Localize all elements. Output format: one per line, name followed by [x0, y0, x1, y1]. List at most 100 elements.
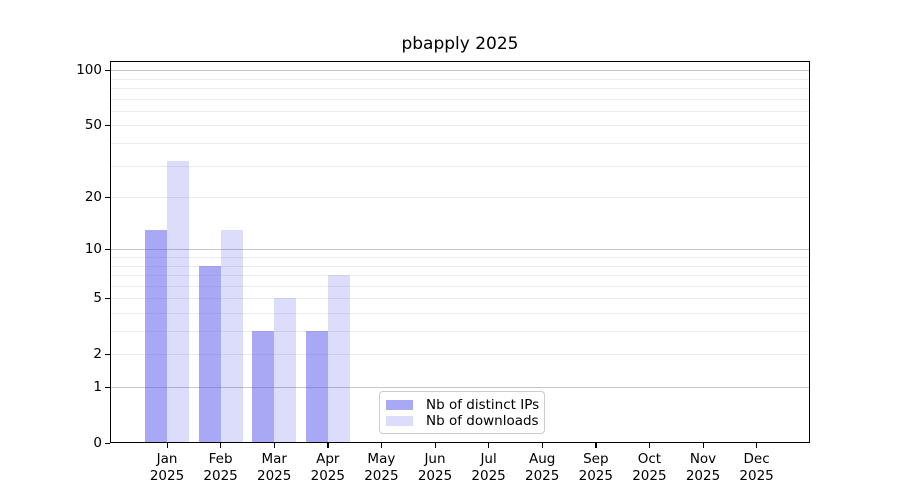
bar-nb-of-distinct-ips-feb-2025 — [198, 265, 221, 443]
x-tick-dec-2025 — [756, 443, 758, 448]
legend-swatch-nb-of-downloads — [386, 416, 413, 426]
gridline-major-10 — [110, 249, 810, 251]
x-tick-label-year: 2025 — [417, 468, 453, 484]
bar-nb-of-distinct-ips-jan-2025 — [145, 229, 167, 443]
x-tick-label-jun-2025: Jun 2025 — [407, 451, 463, 485]
legend-item-nb-of-downloads: Nb of downloads — [386, 413, 539, 429]
x-tick-apr-2025 — [327, 443, 329, 448]
y-tick-label-10: 10 — [84, 241, 102, 258]
bar-nb-of-downloads-mar-2025 — [274, 298, 297, 443]
x-tick-label-month: Nov — [689, 451, 717, 467]
x-tick-label-mar-2025: Mar 2025 — [246, 451, 302, 485]
y-tick-10 — [105, 248, 110, 251]
x-tick-label-year: 2025 — [149, 468, 185, 484]
bar-nb-of-distinct-ips-apr-2025 — [305, 331, 328, 443]
x-tick-jan-2025 — [166, 443, 168, 448]
chart-title: pbapply 2025 — [401, 34, 519, 54]
gridline-minor-90 — [110, 78, 810, 80]
x-tick-label-year: 2025 — [632, 468, 667, 484]
x-tick-label-year: 2025 — [685, 468, 721, 484]
gridline-minor-30 — [110, 165, 810, 167]
x-tick-label-year: 2025 — [525, 468, 560, 484]
x-tick-sep-2025 — [595, 443, 597, 448]
gridline-minor-9 — [110, 257, 810, 258]
gridline-minor-2 — [110, 354, 810, 356]
y-tick-label-0: 0 — [93, 435, 102, 451]
y-tick-2 — [105, 353, 110, 356]
gridline-minor-6 — [110, 285, 810, 287]
x-tick-feb-2025 — [220, 443, 222, 448]
gridline-minor-7 — [110, 275, 810, 276]
gridline-minor-3 — [110, 331, 810, 332]
gridline-minor-8 — [110, 265, 810, 267]
gridline-minor-60 — [110, 110, 810, 112]
x-tick-label-jul-2025: Jul 2025 — [461, 451, 517, 485]
x-tick-label-month: Jul — [480, 451, 497, 467]
x-tick-may-2025 — [380, 443, 383, 448]
bar-nb-of-distinct-ips-mar-2025 — [252, 331, 275, 443]
legend-label-nb-of-distinct-ips: Nb of distinct IPs — [426, 397, 540, 413]
x-tick-mar-2025 — [273, 443, 275, 448]
x-tick-label-month: Jun — [424, 451, 446, 467]
x-tick-label-apr-2025: Apr 2025 — [300, 451, 356, 485]
x-tick-label-year: 2025 — [578, 468, 613, 484]
gridline-major-1 — [110, 387, 810, 388]
legend-swatch-nb-of-distinct-ips — [386, 400, 413, 410]
x-tick-label-month: May — [367, 451, 396, 467]
y-tick-label-1: 1 — [93, 379, 102, 395]
y-tick-50 — [105, 124, 110, 127]
x-tick-label-aug-2025: Aug 2025 — [514, 451, 570, 485]
x-tick-aug-2025 — [541, 443, 543, 448]
y-tick-label-2: 2 — [93, 346, 102, 363]
gridline-minor-80 — [110, 88, 810, 89]
bar-nb-of-downloads-jan-2025 — [167, 160, 189, 443]
x-tick-label-month: Apr — [316, 451, 340, 467]
x-tick-nov-2025 — [702, 443, 704, 448]
gridline-major-100 — [110, 70, 810, 72]
x-tick-label-month: Aug — [529, 451, 556, 467]
x-tick-label-year: 2025 — [257, 468, 292, 484]
x-tick-label-sep-2025: Sep 2025 — [568, 451, 624, 485]
bar-nb-of-downloads-apr-2025 — [327, 275, 350, 443]
y-tick-100 — [105, 69, 110, 71]
bars-layer — [110, 61, 810, 443]
x-tick-label-month: Feb — [208, 451, 233, 467]
x-tick-label-month: Mar — [261, 451, 287, 467]
gridlines-layer — [110, 61, 810, 443]
x-tick-label-oct-2025: Oct 2025 — [621, 451, 677, 485]
x-tick-label-year: 2025 — [364, 468, 399, 484]
legend-item-nb-of-distinct-ips: Nb of distinct IPs — [386, 397, 540, 413]
gridline-minor-70 — [110, 98, 810, 100]
y-tick-label-100: 100 — [76, 62, 102, 79]
y-tick-20 — [105, 196, 110, 198]
x-tick-label-may-2025: May 2025 — [353, 451, 409, 485]
x-tick-label-year: 2025 — [739, 468, 774, 484]
legend-label-nb-of-downloads: Nb of downloads — [426, 413, 539, 429]
x-tick-label-month: Dec — [743, 451, 770, 467]
x-tick-label-nov-2025: Nov 2025 — [675, 451, 731, 485]
x-tick-label-feb-2025: Feb 2025 — [193, 451, 249, 485]
x-tick-label-year: 2025 — [203, 468, 238, 484]
x-tick-label-year: 2025 — [310, 468, 345, 484]
gridline-minor-20 — [110, 197, 810, 199]
x-tick-label-month: Jan — [156, 451, 178, 467]
y-tick-label-50: 50 — [84, 117, 102, 134]
gridline-minor-40 — [110, 143, 810, 144]
y-tick-label-20: 20 — [84, 189, 102, 206]
gridline-minor-4 — [110, 313, 810, 314]
legend: Nb of distinct IPs Nb of downloads — [379, 391, 545, 434]
gridline-minor-50 — [110, 125, 810, 127]
x-tick-label-year: 2025 — [471, 468, 506, 484]
y-tick-5 — [105, 297, 110, 300]
x-tick-jun-2025 — [434, 443, 436, 448]
plot-area: Nb of distinct IPs Nb of downloads — [110, 61, 810, 443]
bar-nb-of-downloads-feb-2025 — [220, 229, 243, 443]
x-tick-label-dec-2025: Dec 2025 — [729, 451, 785, 485]
x-tick-label-jan-2025: Jan 2025 — [139, 451, 195, 485]
x-tick-label-month: Oct — [637, 451, 662, 467]
x-tick-label-month: Sep — [583, 451, 609, 467]
y-tick-0 — [105, 442, 110, 444]
y-tick-1 — [105, 386, 110, 388]
gridline-minor-5 — [110, 298, 810, 300]
